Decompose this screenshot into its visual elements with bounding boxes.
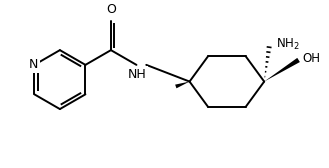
Polygon shape	[264, 58, 300, 82]
Polygon shape	[175, 82, 190, 88]
Text: O: O	[106, 3, 116, 16]
Text: NH$_2$: NH$_2$	[276, 37, 300, 52]
Text: OH: OH	[302, 52, 320, 66]
Text: NH: NH	[128, 68, 147, 81]
Text: N: N	[29, 58, 38, 71]
